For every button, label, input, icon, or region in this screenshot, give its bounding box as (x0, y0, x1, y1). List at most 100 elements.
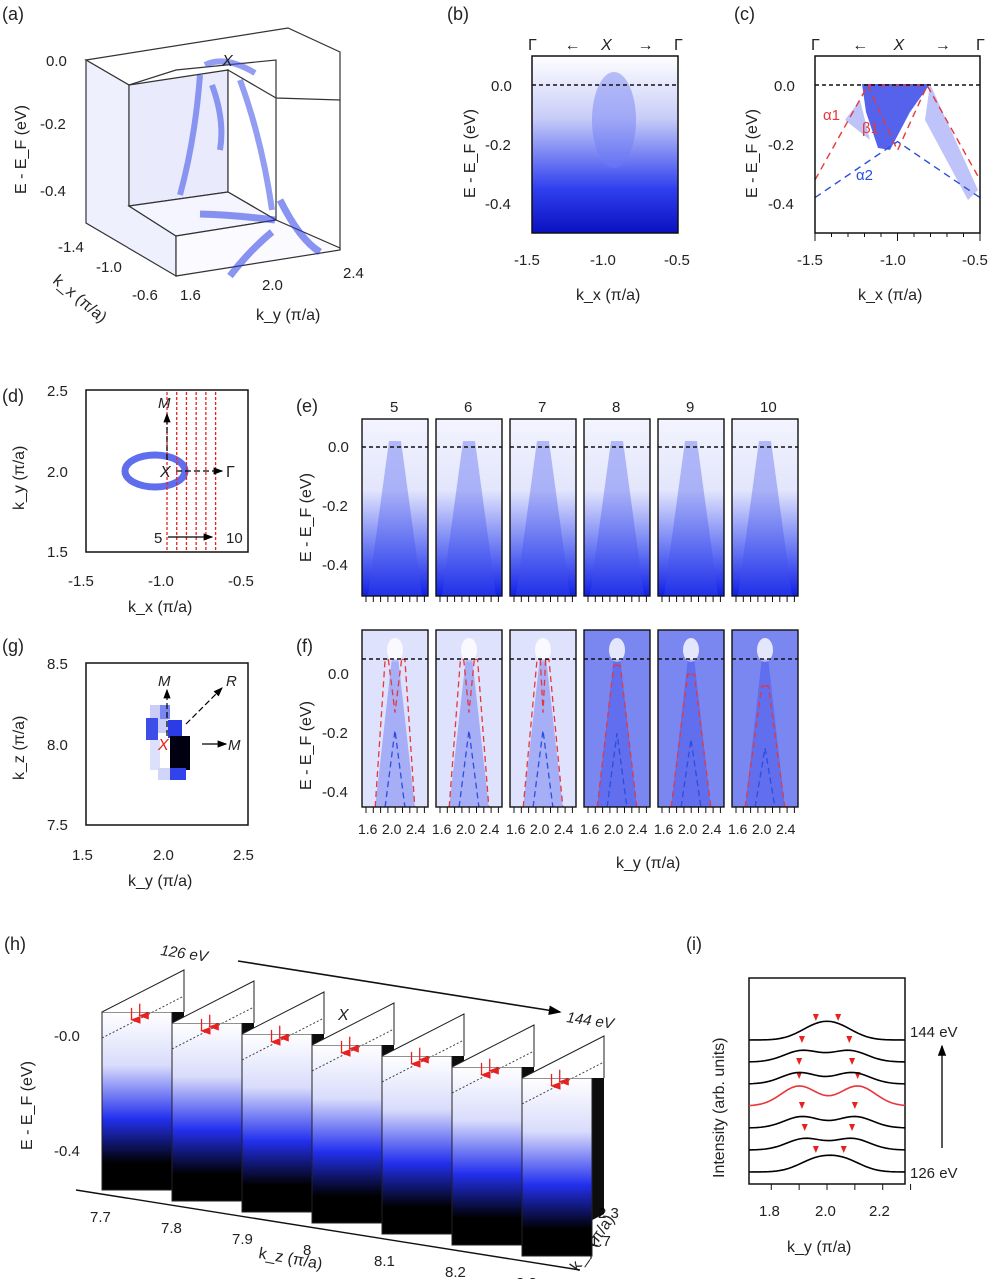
peak-marker (796, 1072, 803, 1079)
x-tick-label: 2.0 (456, 821, 476, 837)
slab-top (521, 1035, 605, 1079)
panel-g: M R X M 7.5 8.0 8.5 1.5 2.0 2.5 k_y (π/a… (11, 656, 254, 890)
slab-face (311, 1044, 383, 1224)
slab-face (521, 1077, 593, 1257)
panel-e: 5 6 7 8 9 10 (361, 399, 799, 602)
panel-a-ytick: -0.2 (40, 116, 66, 133)
panel-a-ytick: -0.4 (40, 183, 66, 200)
panel-a-band (177, 58, 275, 211)
panel-c-ylabel: E - E_F (eV) (744, 109, 761, 198)
red-dispersion-inner (463, 659, 475, 713)
panel-e-ytick: -0.4 (322, 557, 348, 574)
top-label: X (893, 37, 906, 54)
panel-label-i: (i) (686, 934, 702, 954)
panel-label-e: (e) (296, 396, 318, 416)
panel-a-ztick: 1.6 (180, 287, 201, 304)
slab-top (241, 991, 325, 1035)
panel-d: M X Γ 5 10 1.5 2.0 2.5 -1.5 -1.0 -0.5 k_… (11, 383, 254, 616)
panel-label-h: (h) (4, 934, 26, 954)
panel-c-band (862, 84, 930, 150)
panel-b: Γ ← X → Γ 0.0 -0.2 -0.4 -1.5 -1.0 -0.5 k_x (… (462, 37, 690, 304)
red-dispersion (596, 664, 617, 808)
panel-g-x-label: X (157, 737, 170, 754)
panel-f-ytick: -0.4 (322, 784, 348, 801)
red-dispersion (691, 673, 712, 808)
panel-e-band (516, 441, 570, 596)
panel-g-m2-label: M (228, 737, 241, 754)
panel-h-energy-start: 126 eV (159, 942, 210, 966)
panel-a: X 0.0 -0.2 -0.4 -1.4 -1.0 -0.6 1.6 2.0 2… (13, 27, 364, 326)
kz-tick-label: 7.8 (161, 1220, 182, 1237)
fermi-line (381, 1039, 465, 1083)
mdc-curve-135-eV (748, 1085, 906, 1107)
slab-top (451, 1024, 535, 1068)
panel-d-cut-start: 5 (154, 530, 162, 547)
panel-b-frame (531, 55, 679, 234)
panel-i-energy-bottom: 126 eV (910, 1165, 958, 1182)
peak-marker (812, 1146, 819, 1153)
kz-tick-label: 7.9 (232, 1231, 253, 1248)
panel-c-frame (814, 55, 981, 234)
panel-h-ytick: -0.4 (54, 1143, 80, 1160)
panel-c-alpha2-label: α2 (856, 167, 873, 184)
panel-f-highlight (461, 638, 477, 662)
panel-i-xtick: 2.0 (815, 1203, 836, 1220)
panel-label-d: (d) (2, 386, 24, 406)
mdc-curve-138-eV (748, 1071, 906, 1085)
slab-top (311, 1002, 395, 1046)
panel-f-ytick: 0.0 (328, 666, 349, 683)
panel-h-xlabel: k_z (π/a) (257, 1245, 323, 1273)
blue-dispersion (532, 730, 554, 808)
panel-d-xtick: -0.5 (228, 573, 254, 590)
top-label: ← (565, 37, 581, 54)
mdc-curve-126-eV (748, 1154, 906, 1173)
panel-d-m-label: M (158, 395, 171, 412)
x-tick-label: 2.4 (406, 821, 426, 837)
panel-e-heatmap (732, 419, 798, 596)
panel-g-xtick: 1.5 (72, 847, 93, 864)
panel-e-band (442, 441, 496, 596)
kz-tick-label: 8.3 (516, 1275, 537, 1279)
cut-number-label: 10 (760, 399, 777, 416)
panel-b-ytick: -0.2 (485, 137, 511, 154)
slab-top (101, 969, 185, 1013)
panel-a-band-2 (199, 198, 322, 279)
panel-i-xtick: 1.8 (759, 1203, 780, 1220)
red-dispersion (474, 658, 490, 808)
panel-d-gamma-label: Γ (226, 464, 235, 481)
panel-d-ytick: 2.0 (47, 464, 68, 481)
panel-b-xlabel: k_x (π/a) (576, 287, 640, 304)
panel-a-xtick: -0.6 (132, 287, 158, 304)
panel-b-xtick: -0.5 (664, 252, 690, 269)
panel-g-ytick: 8.5 (47, 656, 68, 673)
blue-dispersion (458, 730, 480, 808)
slab-face (241, 1033, 313, 1213)
panel-c-ytick: -0.2 (768, 137, 794, 154)
peak-marker (812, 1014, 819, 1021)
x-tick-label: 1.6 (506, 821, 526, 837)
top-label: Γ (811, 37, 820, 54)
x-tick-label: 2.4 (776, 821, 796, 837)
panel-h-x-label: X (337, 1007, 350, 1024)
panel-d-xlabel: k_x (π/a) (128, 599, 192, 616)
x-tick-label: 1.6 (432, 821, 452, 837)
panel-a-ytick: 0.0 (46, 53, 67, 70)
fermi-line (241, 1017, 325, 1061)
panel-f-highlight (609, 638, 625, 662)
peak-marker (798, 1036, 805, 1043)
panel-i-xlabel: k_y (π/a) (787, 1239, 851, 1256)
panel-label-a: (a) (2, 4, 24, 24)
panel-d-ytick: 1.5 (47, 544, 68, 561)
slab-top (171, 980, 255, 1024)
kz-axis (75, 1189, 581, 1271)
panel-e-band (590, 441, 644, 596)
mdc-curve-141-eV (748, 1049, 906, 1063)
panel-b-ylabel: E - E_F (eV) (462, 109, 479, 198)
panel-label-c: (c) (734, 4, 755, 24)
mdc-curve-144-eV (748, 1020, 906, 1041)
panel-c-xtick: -1.5 (797, 252, 823, 269)
panel-g-xtick: 2.0 (153, 847, 174, 864)
panel-label-f: (f) (296, 636, 313, 656)
x-tick-label: 2.0 (382, 821, 402, 837)
